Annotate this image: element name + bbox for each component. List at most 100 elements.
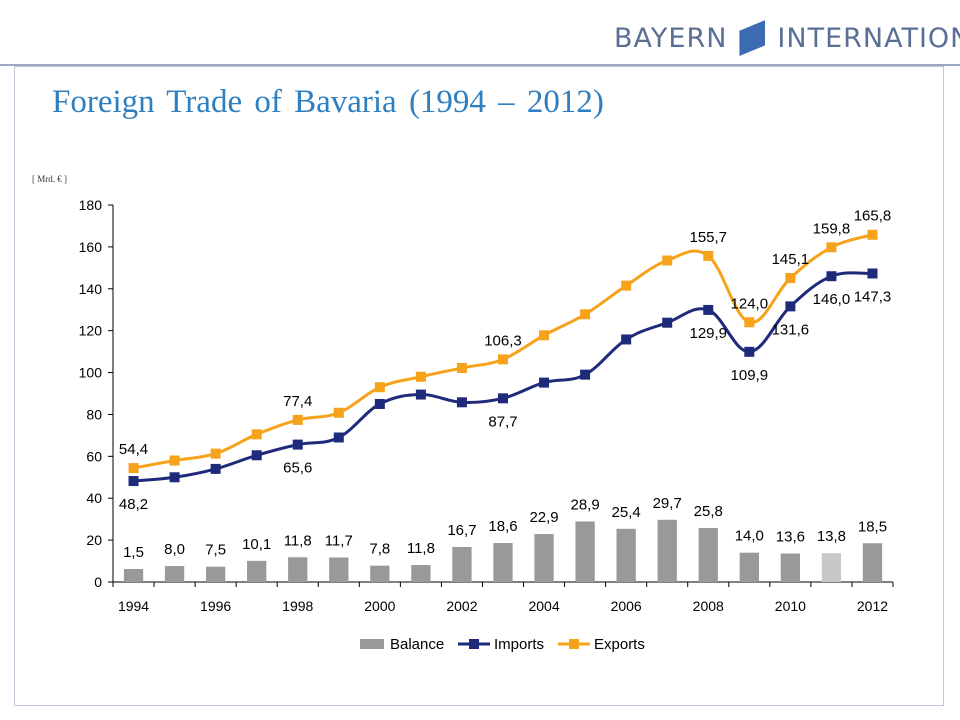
balance-data-label: 18,5 <box>858 518 887 535</box>
imports-point <box>169 472 180 483</box>
x-tick-label: 2000 <box>364 598 395 614</box>
page-title: Foreign Trade of Bavaria (1994 – 2012) <box>52 84 604 120</box>
y-tick-label: 160 <box>79 239 103 255</box>
slide-frame <box>14 66 944 706</box>
balance-data-label: 8,0 <box>164 541 185 558</box>
exports-point <box>251 429 262 440</box>
imports-point <box>374 398 385 409</box>
imports-point <box>292 439 303 450</box>
legend-exports-marker <box>569 639 579 649</box>
balance-bar <box>821 553 842 582</box>
y-tick-label: 180 <box>79 197 103 213</box>
exports-point <box>621 280 632 291</box>
x-tick-label: 2010 <box>775 598 806 614</box>
imports-data-label: 87,7 <box>488 413 517 430</box>
y-tick-label: 60 <box>86 448 102 464</box>
imports-data-label: 129,9 <box>689 325 727 342</box>
balance-bar <box>164 566 185 582</box>
balance-bar <box>411 565 431 582</box>
balance-bar <box>205 566 226 582</box>
exports-point <box>210 448 221 459</box>
x-tick-label: 2012 <box>857 598 888 614</box>
exports-point <box>498 354 508 365</box>
imports-point <box>785 301 796 312</box>
balance-data-label: 14,0 <box>735 528 764 545</box>
header-divider <box>0 64 960 66</box>
y-tick-label: 20 <box>86 532 102 548</box>
balance-bar <box>452 547 472 582</box>
legend-balance-label: Balance <box>390 636 444 653</box>
exports-point <box>703 250 714 261</box>
balance-data-label: 11,8 <box>407 540 435 557</box>
balance-data-label: 10,1 <box>242 536 271 553</box>
imports-point <box>456 397 467 408</box>
imports-data-label: 48,2 <box>119 496 148 513</box>
imports-point <box>128 476 139 487</box>
imports-data-label: 109,9 <box>731 367 769 384</box>
balance-bar <box>370 565 390 582</box>
exports-point <box>415 371 426 382</box>
balance-bar <box>780 553 801 582</box>
balance-data-label: 7,8 <box>369 541 390 558</box>
exports-point <box>128 463 139 474</box>
imports-point <box>867 268 878 279</box>
balance-data-label: 13,8 <box>817 528 846 545</box>
exports-data-label: 159,8 <box>813 220 851 237</box>
exports-point <box>744 317 755 328</box>
y-tick-label: 120 <box>79 323 103 339</box>
balance-data-label: 25,8 <box>694 503 723 520</box>
exports-point <box>292 414 303 425</box>
balance-data-label: 25,4 <box>612 504 641 521</box>
logo-text-left: BAYERN <box>614 22 728 54</box>
balance-bar <box>493 543 513 582</box>
imports-data-label: 146,0 <box>813 291 851 308</box>
balance-bar <box>329 557 349 582</box>
balance-bar <box>862 543 883 582</box>
x-tick-label: 2006 <box>611 598 642 614</box>
imports-point <box>703 304 714 315</box>
unit-label: [ Mrd. € ] <box>32 174 67 184</box>
legend-imports-marker <box>469 639 479 649</box>
balance-data-label: 22,9 <box>529 509 558 526</box>
balance-data-label: 28,9 <box>571 496 600 513</box>
imports-data-label: 131,6 <box>772 321 810 338</box>
imports-data-label: 65,6 <box>283 460 312 477</box>
legend-exports-label: Exports <box>594 636 645 653</box>
balance-bar <box>247 560 267 582</box>
balance-bar <box>123 569 144 582</box>
x-tick-label: 2004 <box>528 598 559 614</box>
balance-bar <box>657 519 677 582</box>
exports-data-label: 165,8 <box>854 208 892 225</box>
x-tick-label: 1996 <box>200 598 231 614</box>
exports-data-label: 145,1 <box>772 251 810 268</box>
exports-data-label: 155,7 <box>689 229 727 246</box>
y-tick-label: 140 <box>79 281 103 297</box>
logo-text-right: INTERNATIONAL <box>777 22 960 54</box>
balance-data-label: 18,6 <box>488 518 517 535</box>
exports-data-label: 124,0 <box>731 295 769 312</box>
exports-point <box>826 242 837 253</box>
exports-point <box>867 229 878 240</box>
imports-point <box>580 369 591 380</box>
y-tick-label: 0 <box>94 574 102 590</box>
balance-data-label: 16,7 <box>447 522 476 539</box>
exports-point <box>333 407 344 418</box>
imports-point <box>826 271 837 282</box>
balance-data-label: 7,5 <box>205 542 226 559</box>
x-tick-label: 2008 <box>693 598 724 614</box>
imports-point <box>415 389 426 400</box>
imports-point <box>210 463 221 474</box>
balance-bar <box>534 534 554 582</box>
exports-point <box>456 362 467 373</box>
balance-data-label: 29,7 <box>653 495 682 512</box>
balance-data-label: 11,7 <box>325 532 353 549</box>
exports-data-label: 77,4 <box>283 393 312 410</box>
balance-data-label: 13,6 <box>776 529 805 546</box>
x-tick-label: 1998 <box>282 598 313 614</box>
imports-point <box>251 450 262 461</box>
bayern-international-logo: BAYERN INTERNATIONAL <box>614 18 960 58</box>
imports-point <box>498 393 508 404</box>
imports-point <box>621 334 632 345</box>
exports-data-label: 106,3 <box>484 332 522 349</box>
